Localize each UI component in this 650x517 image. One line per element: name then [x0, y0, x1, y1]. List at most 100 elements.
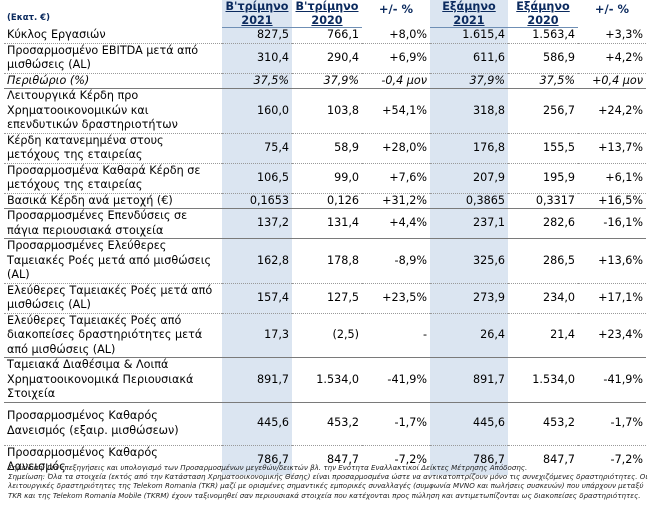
row-value: 75,4 [222, 132, 292, 163]
row-label: Ταμειακά Διαθέσιμα & Λοιπά Χρηματοοικονο… [4, 357, 222, 402]
row-value: 37,9% [292, 72, 362, 89]
row-value: +24,2% [578, 88, 646, 133]
row-value: 176,8 [430, 132, 508, 163]
units-label: (Εκατ. €) [7, 13, 50, 23]
column-header-h1-2020: Εξάμηνο 2020 [508, 0, 578, 28]
row-value: 318,8 [430, 88, 508, 133]
row-value: +4,2% [578, 42, 646, 73]
row-value: +17,1% [578, 282, 646, 313]
column-header-change-q: +/- % [378, 2, 414, 16]
row-value: 137,2 [222, 208, 292, 239]
row-value: 453,2 [508, 401, 578, 445]
row-value: 195,9 [508, 162, 578, 193]
row-value: 256,7 [508, 88, 578, 133]
row-value: 847,7 [508, 444, 578, 475]
row-value: +23,4% [578, 312, 646, 358]
row-label: Κέρδη κατανεμημένα στους μετόχους της ετ… [4, 132, 222, 163]
row-value: +13,7% [578, 132, 646, 163]
table-row: Κύκλος Εργασιών 827,5 766,1 +8,0% 1.615,4 1.5… [4, 27, 646, 43]
row-value: -1,7% [362, 401, 430, 445]
column-header-q2-2020: Β'τρίμηνο 2020 [292, 0, 362, 28]
table-row: Λειτουργικά Κέρδη προ Χρηματοοικονομικών… [4, 88, 646, 133]
row-value: 286,5 [508, 238, 578, 283]
row-value: 160,0 [222, 88, 292, 133]
row-value: +31,2% [362, 192, 430, 209]
column-header-change-h: +/- % [594, 2, 630, 16]
row-value: 127,5 [292, 282, 362, 313]
row-value: 891,7 [430, 357, 508, 402]
row-value: 273,9 [430, 282, 508, 313]
row-value: 37,5% [508, 72, 578, 89]
row-value: 131,4 [292, 208, 362, 239]
table-row: Περιθώριο (%) 37,5% 37,9% -0,4 μον 37,9% 37,5… [4, 72, 646, 89]
footnote-line: Σημείωση: Όλα τα στοιχεία (εκτός από την… [8, 472, 648, 482]
row-label: Προσαρμοσμένα Καθαρά Κέρδη σε μετόχους τ… [4, 162, 222, 193]
row-value: 0,3317 [508, 192, 578, 209]
row-value: +54,1% [362, 88, 430, 133]
row-value: 1.615,4 [430, 27, 508, 43]
row-value: +16,5% [578, 192, 646, 209]
row-value: 453,2 [292, 401, 362, 445]
row-value: 157,4 [222, 282, 292, 313]
row-value: 37,5% [222, 72, 292, 89]
row-value: - [362, 312, 430, 358]
table-row: Προσαρμοσμένα Καθαρά Κέρδη σε μετόχους τ… [4, 162, 646, 193]
row-value: 282,6 [508, 208, 578, 239]
footnote-line: Σημείωση: Για επεξηγήσεις και υπολογισμό… [8, 463, 528, 472]
row-label: Προσαρμοσμένες Επενδύσεις σε πάγια περιο… [4, 208, 222, 239]
row-value: +7,6% [362, 162, 430, 193]
row-value: 103,8 [292, 88, 362, 133]
row-label: Κύκλος Εργασιών [7, 27, 106, 41]
row-value: 786,7 [430, 444, 508, 475]
row-label: Λειτουργικά Κέρδη προ Χρηματοοικονομικών… [4, 88, 222, 133]
row-value: 106,5 [222, 162, 292, 193]
footnotes: Σημείωση: Για επεξηγήσεις και υπολογισμό… [8, 463, 648, 500]
row-value: 155,5 [508, 132, 578, 163]
row-value: 162,8 [222, 238, 292, 283]
row-value: 891,7 [222, 357, 292, 402]
table-row: Προσαρμοσμένες Ελεύθερες Ταμειακές Ροές … [4, 238, 646, 283]
row-value: 1.534,0 [292, 357, 362, 402]
row-value: 17,3 [222, 312, 292, 358]
row-value: 445,6 [222, 401, 292, 445]
column-header-q2-2021: Β'τρίμηνο 2021 [222, 0, 292, 28]
row-value: 0,1653 [222, 192, 292, 209]
row-value: 1.534,0 [508, 357, 578, 402]
row-label: Προσαρμοσμένες Ελεύθερες Ταμειακές Ροές … [4, 238, 222, 283]
row-value: -41,9% [362, 357, 430, 402]
table-header: (Εκατ. €) Β'τρίμηνο 2021 Β'τρίμηνο 2020 +/… [4, 0, 646, 28]
financial-results-table: (Εκατ. €) Β'τρίμηνο 2021 Β'τρίμηνο 2020 +/… [4, 0, 646, 475]
row-label: Βασικά Κέρδη ανά μετοχή (€) [4, 192, 222, 209]
row-value: -41,9% [578, 357, 646, 402]
row-value: 237,1 [430, 208, 508, 239]
row-value: +6,1% [578, 162, 646, 193]
row-value: 611,6 [430, 42, 508, 73]
row-value: +3,3% [605, 27, 643, 41]
row-value: -0,4 μον [362, 72, 430, 89]
row-value: 0,126 [292, 192, 362, 209]
row-value: +4,4% [362, 208, 430, 239]
row-value: 290,4 [292, 42, 362, 73]
row-value: 58,9 [292, 132, 362, 163]
row-value: -1,7% [578, 401, 646, 445]
row-value: 847,7 [292, 444, 362, 475]
row-value: +23,5% [362, 282, 430, 313]
table-row: Προσαρμοσμένο EBITDA μετά από μισθώσεις … [4, 42, 646, 73]
table-row: Ταμειακά Διαθέσιμα & Λοιπά Χρηματοοικονο… [4, 357, 646, 402]
row-value: 1.563,4 [532, 28, 575, 41]
row-value: (2,5) [292, 312, 362, 358]
row-value: 99,0 [292, 162, 362, 193]
table-row: Ελεύθερες Ταμειακές Ροές μετά από μισθώσ… [4, 282, 646, 313]
row-value: 21,4 [508, 312, 578, 358]
row-value: -7,2% [362, 444, 430, 475]
row-value: +0,4 μον [578, 72, 646, 89]
row-label: Προσαρμοσμένο EBITDA μετά από μισθώσεις … [4, 42, 222, 73]
row-value: 234,0 [508, 282, 578, 313]
row-value: -16,1% [578, 208, 646, 239]
footnote-line: λειτουργικές δραστηριότητες της Telekom … [8, 481, 644, 491]
table-row: Κέρδη κατανεμημένα στους μετόχους της ετ… [4, 132, 646, 163]
row-label: Ελεύθερες Ταμειακές Ροές μετά από μισθώσ… [4, 282, 222, 313]
row-value: +28,0% [362, 132, 430, 163]
row-label: Προσαρμοσμένος Καθαρός Δανεισμός [4, 444, 222, 475]
